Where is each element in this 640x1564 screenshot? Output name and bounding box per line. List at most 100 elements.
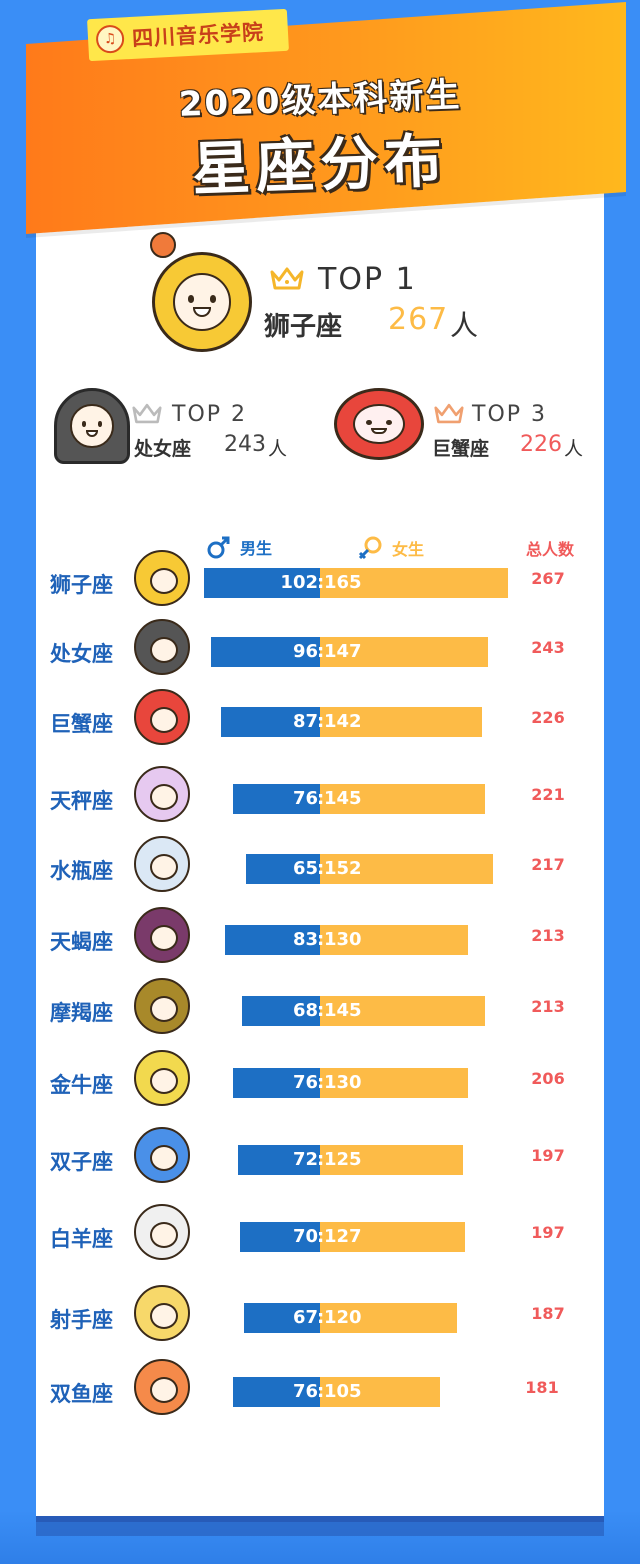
top2-unit: 人 — [268, 438, 288, 460]
row-label: 摩羯座 — [50, 1001, 113, 1025]
legend-female: 女生 — [356, 534, 424, 562]
row-label: 金牛座 — [50, 1073, 113, 1097]
bar-female — [320, 568, 509, 598]
top3-label: TOP 3 — [472, 402, 548, 427]
zodiac-avatar-icon — [134, 907, 190, 963]
bar-separator: : — [317, 1307, 325, 1328]
bar-female — [320, 1222, 465, 1252]
bar-separator: : — [317, 1072, 325, 1093]
bar-male-value: 87 — [292, 711, 318, 732]
top3-unit: 人 — [564, 438, 584, 460]
top3-name: 巨蟹座 — [432, 438, 490, 460]
zodiac-avatar-icon — [134, 1204, 190, 1260]
bar-male — [245, 854, 320, 884]
bar-female-value: 152 — [324, 858, 362, 879]
female-symbol-icon — [358, 536, 382, 560]
row-total: 217 — [531, 855, 565, 874]
top1-count: 267 — [388, 302, 449, 337]
bar-male-value: 76 — [292, 1381, 318, 1402]
bar-male-value: 96 — [292, 641, 318, 662]
bar-female-value: 165 — [324, 572, 362, 593]
row-label: 天秤座 — [50, 789, 113, 813]
bar-female-value: 145 — [324, 1000, 362, 1021]
zodiac-avatar-icon — [134, 1050, 190, 1106]
flower-icon — [150, 232, 176, 258]
bar-male — [237, 1145, 320, 1175]
bar-male-value: 68 — [292, 1000, 318, 1021]
top3-count: 226 — [520, 432, 562, 457]
school-name: 四川音乐学院 — [131, 19, 265, 51]
legend-male-label: 男生 — [240, 539, 273, 558]
zodiac-avatar-icon — [134, 766, 190, 822]
bar-female — [320, 1377, 440, 1407]
panel-shadow — [36, 1516, 604, 1536]
bar-male — [233, 1377, 320, 1407]
bar-male — [203, 568, 320, 598]
bar-female — [320, 1068, 469, 1098]
row-total: 243 — [531, 638, 565, 657]
bar-female — [320, 707, 482, 737]
bar-female-value: 125 — [324, 1149, 362, 1170]
bar-separator: : — [317, 1381, 325, 1402]
top2-count: 243 — [224, 432, 266, 457]
bar-female — [320, 784, 486, 814]
zodiac-avatar-icon — [134, 1285, 190, 1341]
legend-total: 总人数 — [526, 536, 574, 560]
school-seal-icon: ♫ — [95, 24, 125, 54]
bar-separator: : — [317, 572, 325, 593]
bar-female — [320, 1145, 463, 1175]
legend-female-label: 女生 — [392, 540, 425, 559]
bar-male — [242, 996, 320, 1026]
top2-name: 处女座 — [134, 438, 192, 460]
male-symbol-icon — [207, 536, 230, 559]
zodiac-avatar-icon — [134, 619, 190, 675]
bar-male-value: 76 — [292, 1072, 318, 1093]
zodiac-avatar-icon — [134, 689, 190, 745]
bar-male — [220, 707, 320, 737]
bar-male-value: 102 — [280, 572, 318, 593]
bar-female-value: 130 — [324, 929, 362, 950]
bar-female — [320, 1303, 457, 1333]
row-label: 白羊座 — [50, 1227, 113, 1251]
zodiac-avatar-icon — [134, 978, 190, 1034]
row-total: 226 — [531, 708, 565, 727]
zodiac-avatar-icon — [134, 1127, 190, 1183]
bar-female — [320, 637, 488, 667]
bar-female — [320, 854, 494, 884]
top2-label: TOP 2 — [172, 402, 248, 427]
bar-female — [320, 925, 469, 955]
bar-separator: : — [317, 788, 325, 809]
bar-male — [243, 1303, 320, 1333]
top1-label: TOP 1 — [318, 262, 417, 297]
top1-name: 狮子座 — [264, 312, 343, 342]
row-total: 197 — [531, 1146, 565, 1165]
row-total: 197 — [531, 1223, 565, 1242]
bar-male — [210, 637, 320, 667]
bar-separator: : — [317, 711, 325, 732]
bar-female-value: 120 — [324, 1307, 362, 1328]
bar-female-value: 145 — [324, 788, 362, 809]
row-total: 181 — [525, 1378, 559, 1397]
bar-male — [233, 784, 320, 814]
bar-female — [320, 996, 486, 1026]
zodiac-avatar-icon — [134, 1359, 190, 1415]
bar-separator: : — [317, 1000, 325, 1021]
bar-male-value: 76 — [292, 788, 318, 809]
bar-female-value: 127 — [324, 1226, 362, 1247]
row-label: 天蝎座 — [50, 930, 113, 954]
bar-female-value: 142 — [324, 711, 362, 732]
leo-avatar-icon — [152, 252, 252, 352]
bar-female-value: 147 — [324, 641, 362, 662]
row-total: 206 — [531, 1069, 565, 1088]
bar-separator: : — [317, 929, 325, 950]
row-total: 213 — [531, 926, 565, 945]
content-panel — [36, 150, 604, 1516]
row-label: 射手座 — [50, 1308, 113, 1332]
row-total: 267 — [531, 569, 565, 588]
bar-separator: : — [317, 1149, 325, 1170]
row-label: 双子座 — [50, 1150, 113, 1174]
bar-male — [240, 1222, 320, 1252]
virgo-avatar-icon — [54, 388, 130, 464]
bar-female-value: 130 — [324, 1072, 362, 1093]
bar-male — [225, 925, 320, 955]
